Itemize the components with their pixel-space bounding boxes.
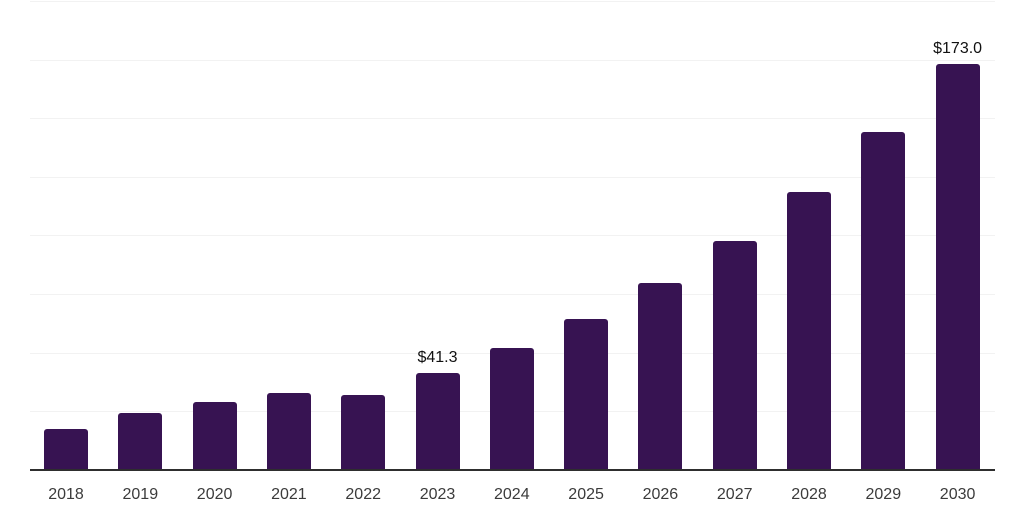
bar-2021 [266,393,311,470]
x-tick-label-2020: 2020 [196,486,233,503]
x-tick-label-2018: 2018 [48,486,84,503]
value-label-2030: $173.0 [933,40,983,58]
bar-2022 [341,395,386,470]
bar-2028 [787,191,831,470]
y-gridline [30,294,995,295]
y-gridline [30,235,995,236]
bar-2024 [489,347,534,470]
bar-2020 [192,402,237,470]
bar-2018 [44,429,88,470]
y-gridline [30,1,995,2]
x-tick-label-2022: 2022 [345,486,381,503]
x-tick-label-2030: 2030 [939,486,976,503]
y-gridline [30,177,995,178]
x-tick-label-2025: 2025 [568,486,604,503]
x-tick-label-2026: 2026 [642,486,679,503]
bar-2026 [638,283,683,470]
bar-2027 [712,241,757,470]
x-tick-label-2029: 2029 [865,486,902,503]
y-gridline [30,118,995,119]
x-tick-label-2021: 2021 [271,486,307,503]
x-tick-label-2024: 2024 [494,486,530,503]
x-tick-label-2028: 2028 [791,486,827,503]
bar-2029 [861,131,906,470]
x-tick-label-2027: 2027 [716,486,753,503]
x-tick-label-2019: 2019 [122,486,159,503]
bar-2025 [564,318,609,470]
value-label-2023: $41.3 [417,349,458,367]
x-tick-label-2023: 2023 [419,486,456,503]
bar-2019 [118,413,163,470]
y-gridline [30,60,995,61]
x-axis-line [30,469,995,471]
bar-2023 [415,373,460,470]
bar-2030 [935,64,980,470]
